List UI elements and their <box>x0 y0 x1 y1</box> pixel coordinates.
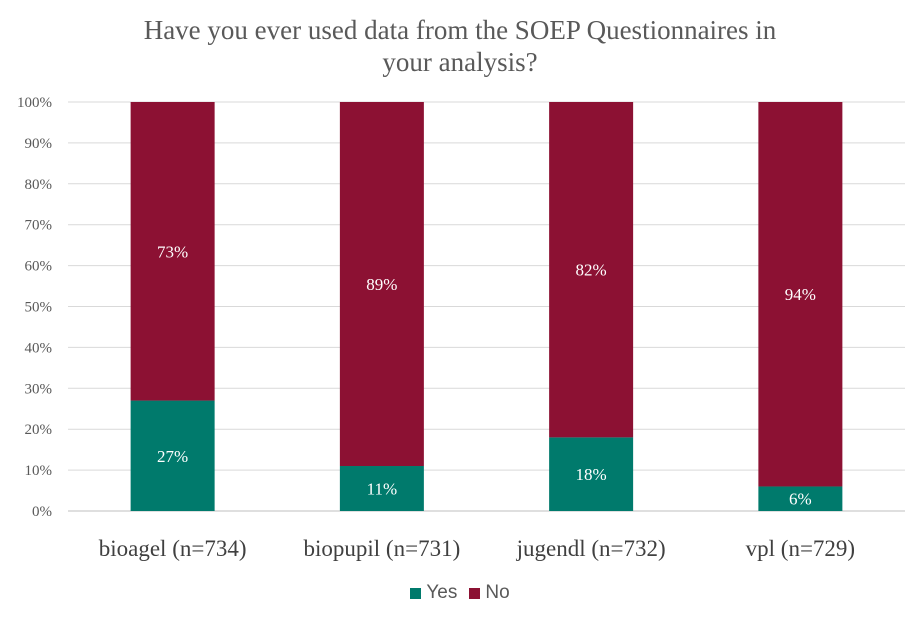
y-tick-label: 40% <box>25 340 53 356</box>
y-tick-label: 20% <box>25 422 53 438</box>
category-label: biopupil (n=731) <box>304 536 461 561</box>
data-label: 82% <box>576 261 607 280</box>
category-label: jugendl (n=732) <box>516 536 666 561</box>
legend-label-no: No <box>485 582 510 603</box>
legend-item-no: No <box>469 582 510 604</box>
y-tick-label: 0% <box>32 504 52 520</box>
data-label: 94% <box>785 285 816 304</box>
bar-segment-no <box>549 102 634 438</box>
y-tick-label: 70% <box>25 218 53 234</box>
legend-label-yes: Yes <box>426 582 458 603</box>
y-tick-label: 90% <box>25 136 53 152</box>
chart-legend: Yes No <box>0 582 920 604</box>
legend-swatch-no <box>469 587 481 599</box>
y-tick-label: 30% <box>25 381 53 397</box>
data-label: 11% <box>367 480 398 499</box>
data-label: 18% <box>576 465 607 484</box>
stacked-bar-chart: 0% 10% 20% 30% 40% 50% 60% 70% 80% 90% 100% 27% 73% b… <box>17 95 905 561</box>
bar-segment-yes <box>130 400 215 511</box>
y-tick-label: 60% <box>25 259 53 275</box>
legend-item-yes: Yes <box>410 582 457 604</box>
y-tick-label: 100% <box>17 95 52 111</box>
data-label: 6% <box>789 490 812 509</box>
bar-segment-yes <box>549 437 634 511</box>
bar-segment-no <box>339 102 424 467</box>
chart-title-line-1: Have you ever used data from the SOEP Qu… <box>143 15 777 45</box>
category-label: vpl (n=729) <box>746 536 855 561</box>
y-tick-label: 80% <box>25 177 53 193</box>
data-label: 73% <box>157 242 188 261</box>
bar-segment-no <box>758 102 843 487</box>
chart-title-line-2: your analysis? <box>382 47 538 77</box>
y-tick-label: 50% <box>25 300 53 316</box>
bar-segment-yes <box>758 486 843 511</box>
legend-swatch-yes <box>410 587 422 599</box>
y-tick-label: 10% <box>25 463 53 479</box>
bar-segment-no <box>130 102 215 401</box>
bar-segment-yes <box>339 466 424 511</box>
data-label: 27% <box>157 447 188 466</box>
data-label: 89% <box>366 275 397 294</box>
category-label: bioagel (n=734) <box>99 536 247 561</box>
